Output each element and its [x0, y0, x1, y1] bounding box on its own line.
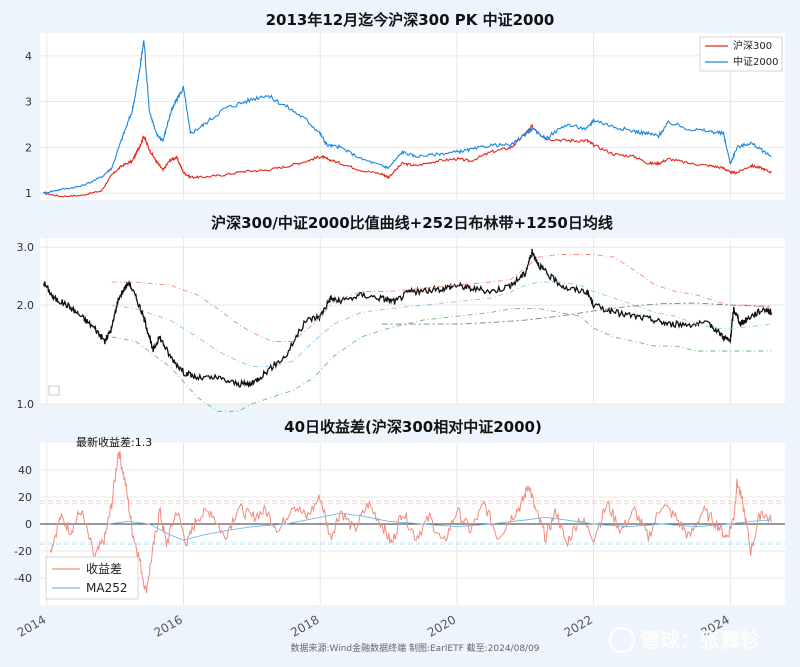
panel-1-plot-area — [40, 33, 785, 200]
panel-1: 2013年12月迄今沪深300 PK 中证2000 1 2 3 4 沪深300 中证2… — [25, 11, 785, 200]
watermark-logo-icon — [609, 627, 635, 653]
panel-2: 沪深300/中证2000比值曲线+252日布林带+1250日均线 1.0 2.0 3… — [17, 214, 785, 412]
band-line-2 — [111, 281, 772, 368]
y-tick-label: 40 — [18, 464, 32, 477]
x-tick-label: 2016 — [152, 612, 185, 639]
y-tick-label: 1.0 — [17, 398, 35, 411]
ratio-line — [42, 248, 772, 389]
panel-3-title: 40日收益差(沪深300相对中证2000) — [284, 418, 542, 436]
panel-1-legend: 沪深300 中证2000 — [699, 36, 783, 72]
y-tick-label: -40 — [14, 572, 32, 585]
panel-3: 40日收益差(沪深300相对中证2000) 40 20 0 -20 -40 最新收益差:… — [14, 418, 785, 605]
y-tick-label: 2 — [25, 141, 32, 154]
watermark-text: 雪球：张翼轸 — [640, 628, 761, 652]
watermark: 雪球：张翼轸 — [609, 627, 761, 653]
y-tick-label: 20 — [18, 491, 32, 504]
panel-3-legend: 收益差 MA252 — [45, 556, 139, 600]
panel-2-empty-legend — [48, 385, 60, 396]
panel-1-title: 2013年12月迄今沪深300 PK 中证2000 — [266, 11, 555, 29]
panel-3-yticks: 40 20 0 -20 -40 — [14, 464, 32, 585]
y-tick-label: 2.0 — [17, 299, 35, 312]
series-line-1 — [42, 40, 772, 195]
x-tick-label: 2018 — [288, 612, 321, 639]
y-tick-label: 4 — [25, 50, 32, 63]
spread-line — [49, 450, 772, 594]
legend-label-ma252: MA252 — [86, 581, 127, 595]
ma252-line — [108, 512, 772, 541]
band-line-1 — [111, 254, 772, 342]
panel-2-title: 沪深300/中证2000比值曲线+252日布林带+1250日均线 — [211, 214, 613, 232]
x-axis-ticks: 2014 2016 2018 2020 2022 2024 — [15, 612, 732, 639]
panel-2-series — [42, 248, 772, 412]
legend-label-hs300: 沪深300 — [733, 39, 772, 52]
y-tick-label: 3 — [25, 96, 32, 109]
panel-1-series — [42, 40, 772, 198]
legend-label-zz2000: 中证2000 — [733, 55, 778, 68]
panel-2-grid — [40, 238, 785, 405]
band-line-3 — [111, 308, 772, 412]
legend-box-3 — [45, 556, 139, 600]
panel-1-yticks: 1 2 3 4 — [25, 50, 32, 200]
y-tick-label: 0 — [25, 518, 32, 531]
x-tick-label: 2020 — [425, 612, 458, 639]
x-tick-label: 2022 — [562, 612, 595, 639]
source-note: 数据来源:Wind金融数据终端 制图:EarlETF 截至:2024/08/09 — [290, 642, 539, 654]
latest-spread-annotation: 最新收益差:1.3 — [76, 435, 152, 449]
legend-box — [699, 36, 783, 72]
legend-label-spread: 收益差 — [86, 562, 122, 576]
panel-2-yticks: 1.0 2.0 3.0 — [17, 241, 35, 411]
panel-2-plot-area — [40, 238, 785, 404]
y-tick-label: 3.0 — [17, 241, 35, 254]
x-tick-label: 2014 — [15, 612, 48, 639]
series-line-0 — [43, 123, 772, 198]
y-tick-label: 1 — [25, 187, 32, 200]
y-tick-label: -20 — [14, 545, 32, 558]
panel-3-series — [49, 450, 772, 594]
